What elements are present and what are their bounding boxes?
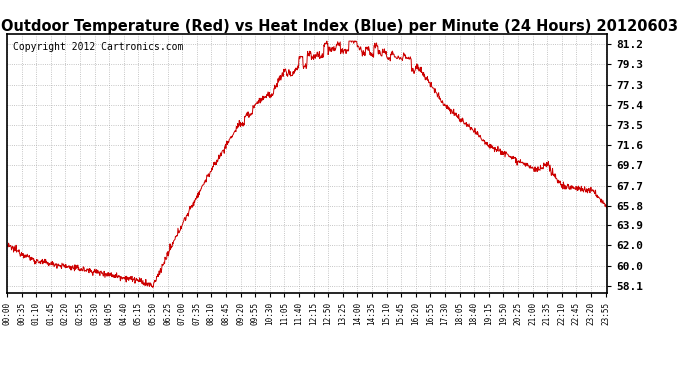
Text: Copyright 2012 Cartronics.com: Copyright 2012 Cartronics.com (13, 42, 184, 51)
Text: Outdoor Temperature (Red) vs Heat Index (Blue) per Minute (24 Hours) 20120603: Outdoor Temperature (Red) vs Heat Index … (1, 19, 678, 34)
